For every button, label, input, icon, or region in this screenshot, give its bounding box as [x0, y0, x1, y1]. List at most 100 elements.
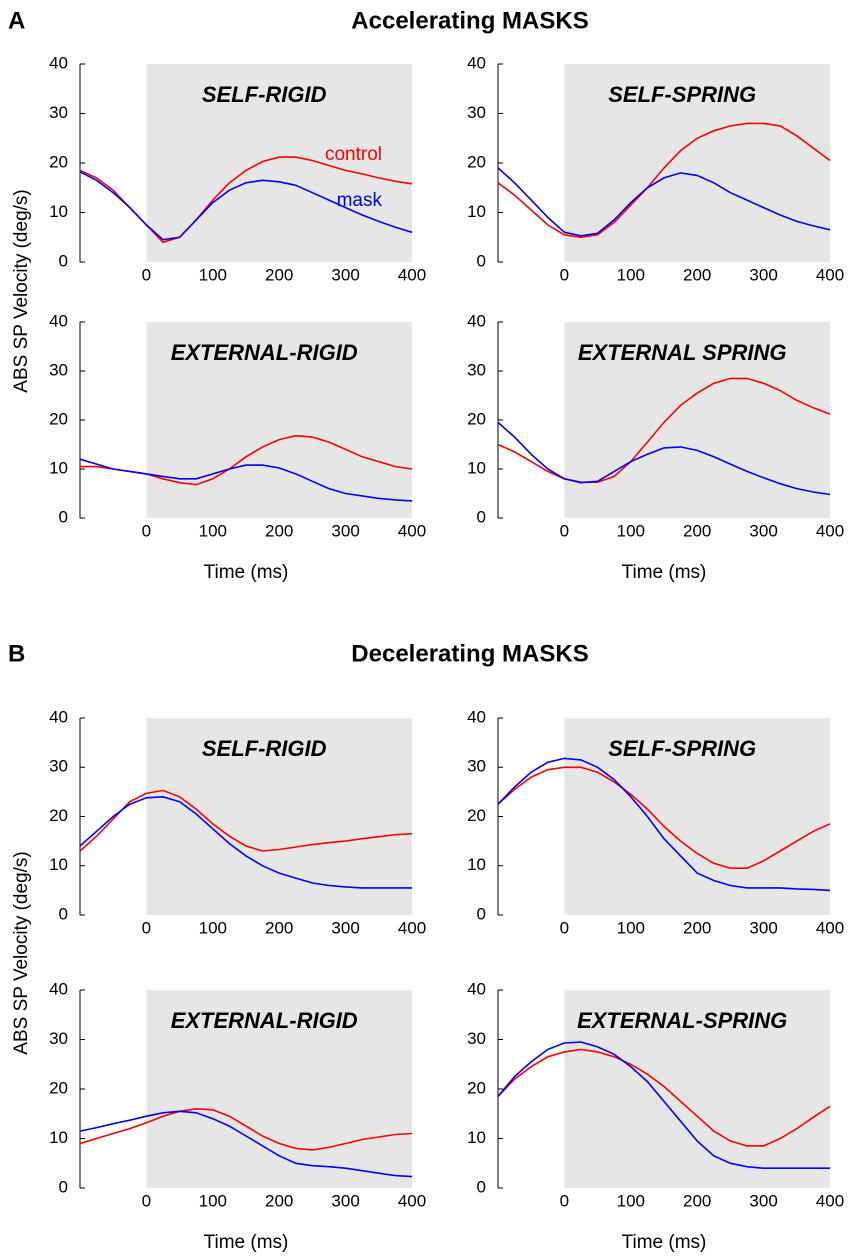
x-tick-label: 300	[749, 918, 777, 937]
y-tick-label: 10	[49, 1128, 68, 1147]
y-tick-label: 10	[49, 202, 68, 221]
x-tick-label: 200	[683, 918, 711, 937]
y-tick-label: 10	[467, 202, 486, 221]
x-tick-label: 200	[265, 1191, 293, 1210]
y-tick-label: 10	[49, 855, 68, 874]
panel-letter: A	[8, 7, 25, 34]
x-tick-label: 400	[816, 265, 844, 284]
x-axis-label: Time (ms)	[622, 1232, 707, 1253]
series-line	[497, 377, 831, 483]
y-tick-label: 30	[49, 360, 68, 379]
y-tick-label: 30	[49, 757, 68, 776]
series-line	[497, 757, 831, 892]
y-tick-label: 30	[49, 103, 68, 122]
series-label: control	[325, 144, 382, 165]
x-axis-label: Time (ms)	[622, 562, 707, 583]
y-tick-label: 30	[467, 360, 486, 379]
x-tick-label: 0	[560, 265, 569, 284]
x-tick-label: 300	[331, 521, 359, 540]
series-line	[497, 1048, 831, 1147]
chart-title: EXTERNAL-SPRING	[577, 1008, 787, 1033]
x-tick-label: 100	[617, 1191, 645, 1210]
y-tick-label: 10	[467, 458, 486, 477]
shaded-region	[564, 990, 830, 1188]
x-axis-label: Time (ms)	[204, 1232, 289, 1253]
x-tick-label: 400	[398, 1191, 426, 1210]
series-line	[79, 795, 412, 889]
chart-title: SELF-RIGID	[202, 82, 327, 107]
x-tick-label: 200	[265, 265, 293, 284]
series-line	[497, 167, 831, 237]
y-tick-label: 30	[467, 103, 486, 122]
y-tick-label: 40	[49, 979, 68, 998]
y-tick-label: 40	[467, 979, 486, 998]
y-tick-label: 20	[467, 806, 486, 825]
chart-title: EXTERNAL-RIGID	[171, 1008, 358, 1033]
x-tick-label: 400	[398, 918, 426, 937]
y-tick-label: 0	[477, 904, 486, 923]
y-tick-label: 20	[49, 409, 68, 428]
x-tick-label: 0	[560, 521, 569, 540]
y-tick-label: 20	[49, 152, 68, 171]
y-tick-label: 0	[59, 251, 68, 270]
x-tick-label: 400	[816, 918, 844, 937]
y-tick-label: 40	[467, 53, 486, 72]
x-tick-label: 400	[816, 521, 844, 540]
chart-title: SELF-SPRING	[608, 82, 756, 107]
series-line	[497, 122, 831, 239]
x-tick-label: 100	[617, 265, 645, 284]
shaded-region	[564, 718, 830, 915]
y-tick-label: 10	[467, 1128, 486, 1147]
shaded-region	[146, 718, 412, 915]
x-axis-label: Time (ms)	[204, 562, 289, 583]
x-tick-label: 400	[398, 265, 426, 284]
x-tick-label: 100	[199, 521, 227, 540]
x-tick-label: 300	[749, 265, 777, 284]
y-tick-label: 40	[49, 311, 68, 330]
x-tick-label: 400	[398, 521, 426, 540]
series-line	[497, 766, 831, 869]
x-tick-label: 200	[683, 521, 711, 540]
x-tick-label: 400	[816, 1191, 844, 1210]
panel-title: Decelerating MASKS	[351, 640, 588, 667]
y-tick-label: 0	[477, 1177, 486, 1196]
chart-title: EXTERNAL-RIGID	[171, 340, 358, 365]
series-line	[497, 421, 831, 496]
y-tick-label: 40	[49, 707, 68, 726]
panel-title: Accelerating MASKS	[351, 7, 588, 34]
chart-title: EXTERNAL SPRING	[578, 340, 787, 365]
series-line	[497, 1041, 830, 1169]
y-tick-label: 0	[477, 251, 486, 270]
x-tick-label: 0	[142, 1191, 151, 1210]
shaded-region	[146, 322, 412, 518]
y-tick-label: 20	[467, 409, 486, 428]
x-tick-label: 200	[683, 265, 711, 284]
y-tick-label: 30	[49, 1029, 68, 1048]
y-tick-label: 0	[59, 904, 68, 923]
x-tick-label: 200	[265, 521, 293, 540]
y-tick-label: 40	[467, 311, 486, 330]
y-tick-label: 40	[49, 53, 68, 72]
y-tick-label: 20	[49, 1078, 68, 1097]
y-tick-label: 20	[467, 1078, 486, 1097]
x-tick-label: 0	[560, 1191, 569, 1210]
y-tick-label: 10	[49, 458, 68, 477]
series-line	[79, 171, 413, 241]
y-tick-label: 10	[467, 855, 486, 874]
y-tick-label: 0	[477, 507, 486, 526]
x-tick-label: 300	[331, 1191, 359, 1210]
series-line	[79, 458, 413, 502]
x-tick-label: 200	[265, 918, 293, 937]
y-tick-label: 30	[467, 757, 486, 776]
series-label: mask	[337, 190, 383, 211]
x-tick-label: 0	[560, 918, 569, 937]
chart-title: SELF-SPRING	[608, 736, 756, 761]
x-tick-label: 100	[617, 918, 645, 937]
x-tick-label: 100	[617, 521, 645, 540]
shaded-region	[146, 64, 412, 262]
y-tick-label: 20	[49, 806, 68, 825]
x-tick-label: 100	[199, 1191, 227, 1210]
y-tick-label: 30	[467, 1029, 486, 1048]
panel-letter: B	[8, 640, 25, 667]
